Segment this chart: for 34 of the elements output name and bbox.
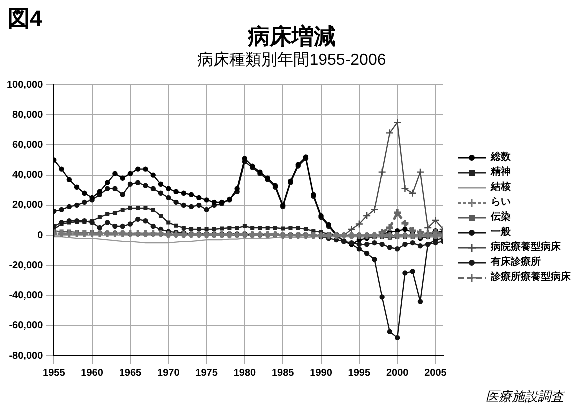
legend-label: 診療所療養型病床	[491, 270, 571, 285]
y-tick-label: -40,000	[9, 290, 44, 302]
y-tick-label: 0	[38, 230, 44, 242]
y-tick-label: -20,000	[9, 260, 44, 272]
y-tick-label: 100,000	[6, 80, 44, 91]
chart-subtitle: 病床種類別年間1955-2006	[196, 50, 388, 71]
x-tick-label: 1980	[234, 368, 257, 379]
x-tick-label: 1985	[272, 368, 295, 379]
legend-label: 一般	[491, 226, 511, 240]
y-tick-label: 40,000	[12, 170, 44, 182]
legend-label: 有床診療所	[491, 255, 541, 270]
x-tick-label: 1990	[310, 368, 333, 379]
y-tick-label: -80,000	[9, 350, 44, 362]
caption: 図4	[8, 5, 42, 33]
y-tick-label: 20,000	[12, 200, 44, 212]
chart-title: 病床増減	[248, 24, 336, 49]
legend-label: 結核	[491, 180, 511, 195]
y-tick-label: 80,000	[12, 110, 44, 121]
legend-label: 病院療養型病床	[491, 240, 561, 255]
x-tick-label: 1970	[158, 368, 180, 379]
x-tick-label: 1955	[43, 368, 66, 379]
text: 医療施設調査	[486, 388, 564, 406]
legend-label: らい	[491, 196, 511, 210]
x-tick-label: 1965	[119, 368, 142, 379]
x-tick-label: 1995	[348, 368, 371, 379]
legend-label: 伝染	[491, 210, 511, 225]
x-tick-label: 1960	[81, 368, 104, 379]
x-tick-label: 1975	[196, 368, 218, 379]
legend-label: 精神	[491, 166, 511, 180]
legend-label: 総数	[491, 150, 511, 165]
x-tick-label: 2005	[424, 368, 448, 379]
y-tick-label: 60,000	[12, 140, 44, 151]
y-tick-label: -60,000	[9, 320, 44, 332]
x-tick-label: 2000	[386, 368, 410, 379]
